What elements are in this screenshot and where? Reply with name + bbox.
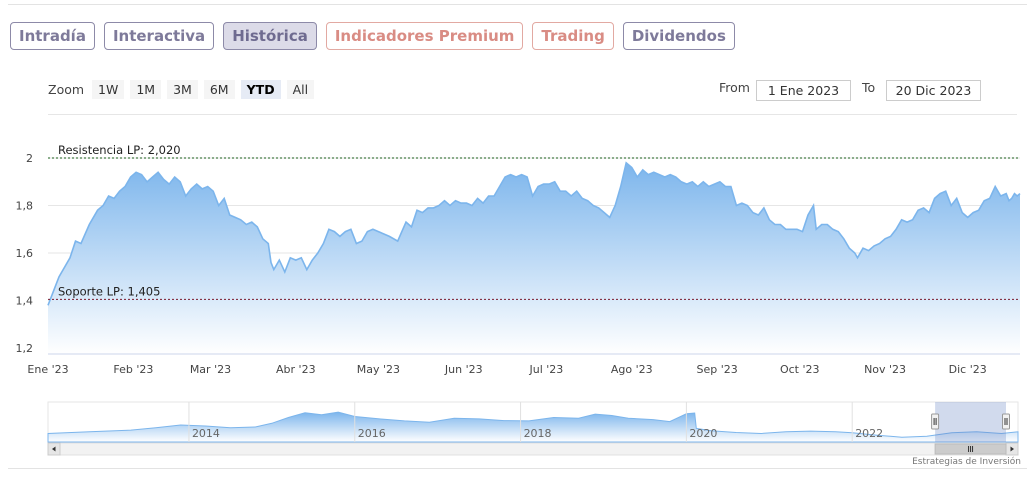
zoom-1m-button[interactable]: 1M — [130, 80, 162, 99]
support-label: Soporte LP: 1,405 — [58, 284, 160, 298]
tab-indicadores-premium[interactable]: Indicadores Premium — [325, 22, 524, 50]
from-date-input[interactable]: 1 Ene 2023 — [756, 80, 851, 101]
tab-interactiva[interactable]: Interactiva — [103, 22, 215, 50]
x-tick-label: Feb '23 — [113, 363, 153, 376]
credit-label: Estrategias de Inversión — [912, 457, 1021, 467]
zoom-6m-button[interactable]: 6M — [203, 80, 235, 99]
tab-histórica[interactable]: Histórica — [223, 22, 317, 50]
navigator-year-label: 2018 — [524, 427, 552, 440]
chart-tabs: Intradía Interactiva Histórica Indicadores … — [10, 22, 735, 50]
navigator-year-label: 2014 — [192, 427, 220, 440]
navigator-year-label: 2020 — [689, 427, 717, 440]
resistance-label: Resistencia LP: 2,020 — [58, 143, 181, 157]
x-tick-label: Jul '23 — [528, 363, 563, 376]
x-tick-label: Ago '23 — [611, 363, 653, 376]
tab-intradía[interactable]: Intradía — [10, 22, 95, 50]
y-tick-label: 1,6 — [16, 247, 34, 260]
x-tick-label: Dic '23 — [949, 363, 987, 376]
to-date-input[interactable]: 20 Dic 2023 — [886, 80, 981, 101]
x-tick-label: May '23 — [357, 363, 400, 376]
navigator-year-label: 2016 — [358, 427, 386, 440]
x-tick-label: Jun '23 — [444, 363, 483, 376]
bottom-divider — [8, 468, 1027, 469]
x-tick-label: Sep '23 — [696, 363, 737, 376]
to-label: To — [862, 80, 876, 95]
scrollbar-track[interactable] — [47, 442, 1019, 456]
top-divider — [8, 4, 1027, 5]
price-area — [48, 162, 1020, 354]
zoom-ytd-button[interactable]: YTD — [240, 80, 281, 99]
navigator-year-label: 2022 — [855, 427, 883, 440]
scroll-right-arrow-icon — [1010, 446, 1014, 452]
navigator-area — [47, 411, 1019, 443]
zoom-1w-button[interactable]: 1W — [92, 80, 125, 99]
x-tick-label: Ene '23 — [27, 363, 68, 376]
tab-trading[interactable]: Trading — [532, 22, 614, 50]
zoom-all-button[interactable]: All — [286, 80, 315, 99]
from-label: From — [719, 80, 750, 95]
y-tick-label: 1,2 — [16, 342, 34, 355]
y-tick-label: 1,4 — [16, 295, 34, 308]
navigator-right-handle[interactable] — [1002, 413, 1010, 430]
x-tick-label: Abr '23 — [276, 363, 316, 376]
toolbar-divider — [48, 114, 1017, 115]
navigator-window[interactable] — [935, 402, 1006, 442]
tab-dividendos[interactable]: Dividendos — [622, 22, 735, 50]
x-tick-label: Oct '23 — [780, 363, 820, 376]
zoom-selector: Zoom 1W 1M 3M 6M YTD All — [48, 80, 315, 99]
x-tick-label: Nov '23 — [864, 363, 906, 376]
scroll-left-arrow-icon — [52, 446, 56, 452]
y-tick-label: 2 — [26, 152, 33, 165]
y-tick-label: 1,8 — [16, 200, 34, 213]
x-tick-label: Mar '23 — [190, 363, 231, 376]
zoom-3m-button[interactable]: 3M — [167, 80, 198, 99]
price-line — [47, 161, 1021, 306]
zoom-label: Zoom — [48, 82, 85, 97]
navigator-left-handle[interactable] — [931, 413, 940, 430]
